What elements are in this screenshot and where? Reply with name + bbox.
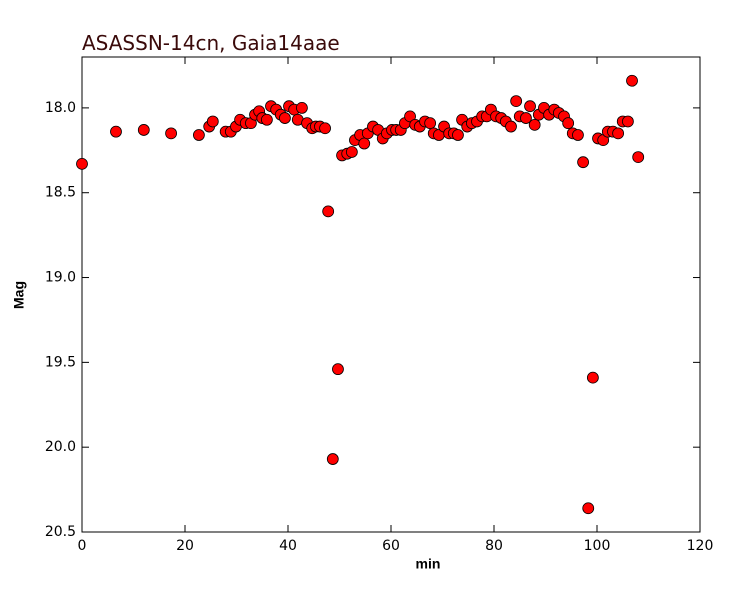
- x-tick-label: 40: [279, 538, 297, 554]
- chart-title: ASASSN-14cn, Gaia14aae: [82, 31, 340, 55]
- x-tick-label: 100: [584, 538, 611, 554]
- data-point: [319, 122, 331, 135]
- data-point: [577, 156, 589, 169]
- data-point: [76, 157, 88, 170]
- x-tick-label: 20: [176, 538, 194, 554]
- x-tick-label: 60: [382, 538, 400, 554]
- data-point: [206, 115, 219, 128]
- data-point: [582, 502, 595, 515]
- y-axis-label: Mag: [11, 281, 27, 309]
- y-tick-label: 19.5: [45, 354, 76, 370]
- y-tick-label: 18.5: [45, 185, 76, 201]
- data-point: [586, 371, 599, 384]
- x-tick-label: 80: [485, 538, 503, 554]
- data-point: [505, 120, 517, 133]
- data-point: [562, 117, 575, 130]
- data-point: [424, 117, 437, 130]
- data-point: [510, 95, 523, 108]
- data-point: [322, 205, 335, 218]
- y-tick-label: 20.0: [45, 439, 76, 455]
- data-point: [572, 129, 584, 141]
- x-axis-label: min: [416, 556, 441, 572]
- data-point: [520, 112, 532, 124]
- data-point: [332, 363, 344, 376]
- data-point: [528, 118, 541, 131]
- data-point: [110, 125, 122, 138]
- x-tick-label: 0: [78, 538, 87, 554]
- data-point: [165, 127, 177, 140]
- x-tick-label: 120: [687, 538, 714, 554]
- data-point: [626, 74, 638, 87]
- data-point: [260, 113, 273, 126]
- data-point: [345, 146, 358, 158]
- y-tick-label: 20.5: [45, 524, 76, 540]
- y-tick-label: 19.0: [45, 270, 76, 286]
- data-point: [612, 127, 625, 140]
- data-point: [326, 453, 339, 465]
- data-point: [404, 110, 416, 123]
- y-tick-label: 18.0: [45, 100, 76, 116]
- data-point: [622, 115, 634, 128]
- data-point: [279, 112, 291, 124]
- data-point: [358, 137, 371, 150]
- data-point: [632, 151, 645, 163]
- data-point: [296, 101, 308, 114]
- data-point: [524, 100, 536, 113]
- data-point: [193, 129, 205, 141]
- data-point: [137, 124, 150, 136]
- data-point: [452, 129, 464, 141]
